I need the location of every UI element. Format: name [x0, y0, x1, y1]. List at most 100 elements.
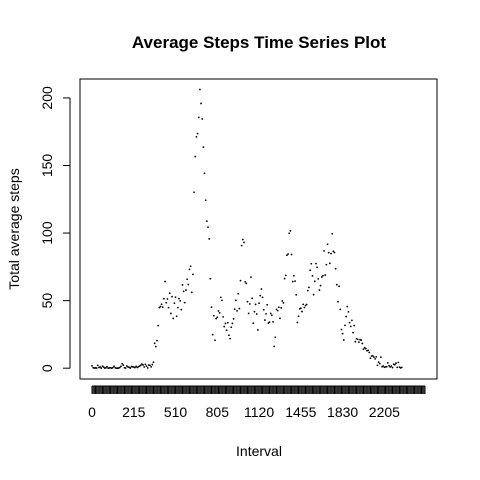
data-point	[326, 243, 329, 246]
data-point	[182, 290, 185, 293]
data-point	[181, 284, 184, 286]
data-point	[263, 319, 266, 321]
data-point	[337, 300, 339, 303]
data-point	[189, 265, 192, 268]
data-point	[193, 191, 196, 194]
plot-box	[79, 78, 438, 380]
data-point	[160, 303, 163, 306]
data-point	[328, 262, 331, 265]
data-point	[274, 336, 277, 339]
data-point	[251, 297, 254, 300]
data-point	[390, 365, 393, 367]
data-point	[273, 345, 276, 348]
data-point	[157, 324, 160, 327]
data-point	[248, 303, 251, 305]
data-point	[196, 132, 199, 135]
data-point	[190, 291, 193, 294]
data-point	[347, 310, 350, 313]
data-point	[291, 280, 294, 283]
data-point	[135, 365, 137, 368]
data-point	[376, 364, 379, 367]
data-point	[113, 365, 115, 368]
x-tick-label: 2205	[369, 404, 400, 420]
y-tick-label: 200	[39, 86, 55, 110]
data-point	[321, 274, 324, 277]
data-point	[344, 324, 346, 327]
data-point	[232, 317, 235, 320]
data-point	[380, 356, 382, 359]
data-point	[99, 366, 102, 368]
data-point	[96, 364, 99, 367]
data-point	[111, 366, 114, 369]
data-point	[308, 286, 310, 289]
data-point	[192, 273, 194, 276]
data-point	[351, 319, 353, 322]
y-tick-label: 150	[39, 154, 55, 178]
data-point	[209, 277, 212, 280]
data-point	[224, 322, 227, 325]
data-point	[164, 280, 166, 283]
data-point	[225, 329, 228, 332]
data-point	[161, 306, 164, 309]
data-point	[172, 317, 175, 320]
data-point	[166, 298, 169, 300]
data-point	[204, 199, 207, 202]
data-point	[149, 364, 151, 367]
data-point	[247, 312, 250, 315]
data-point	[324, 274, 327, 276]
data-point	[339, 308, 342, 311]
data-point	[211, 333, 214, 336]
data-point	[237, 292, 240, 295]
data-point	[382, 365, 385, 367]
data-point	[153, 342, 156, 345]
data-point	[299, 307, 302, 310]
data-point	[187, 283, 190, 286]
data-point	[150, 365, 153, 368]
data-point	[158, 306, 161, 309]
data-point	[268, 321, 271, 324]
data-point	[205, 220, 208, 223]
y-axis: 0 50 100 150 200	[39, 86, 71, 372]
data-point	[275, 308, 278, 311]
data-point	[280, 307, 283, 309]
data-point	[302, 303, 305, 306]
data-point	[297, 315, 300, 318]
data-point	[261, 296, 264, 299]
data-point	[345, 315, 348, 318]
data-point	[385, 365, 388, 368]
data-point	[156, 339, 158, 342]
data-point	[301, 310, 303, 313]
data-point	[188, 268, 191, 271]
data-point	[315, 262, 317, 265]
data-point	[217, 310, 220, 312]
data-point	[154, 345, 157, 348]
x-tick-label: 805	[206, 404, 230, 420]
data-point	[288, 232, 291, 235]
data-point	[388, 364, 390, 367]
data-point	[229, 337, 231, 340]
x-tick-label: 1120	[244, 404, 274, 420]
data-point	[254, 303, 257, 306]
data-point	[284, 274, 287, 277]
data-point	[360, 339, 363, 341]
data-point	[340, 328, 343, 331]
data-point	[215, 317, 218, 320]
data-point	[246, 300, 249, 303]
data-point	[338, 285, 341, 288]
data-point	[178, 297, 180, 300]
data-point	[357, 341, 360, 344]
data-point	[219, 296, 222, 299]
data-point	[287, 253, 289, 255]
data-point	[320, 276, 323, 278]
data-point	[346, 305, 349, 308]
data-point	[373, 356, 375, 359]
data-point	[221, 299, 223, 302]
data-point	[335, 283, 338, 286]
data-point	[295, 293, 298, 296]
data-point	[121, 362, 124, 365]
data-point	[371, 354, 374, 357]
data-point	[312, 293, 315, 296]
data-point	[226, 321, 229, 324]
data-point	[393, 363, 396, 366]
data-point	[317, 277, 320, 280]
